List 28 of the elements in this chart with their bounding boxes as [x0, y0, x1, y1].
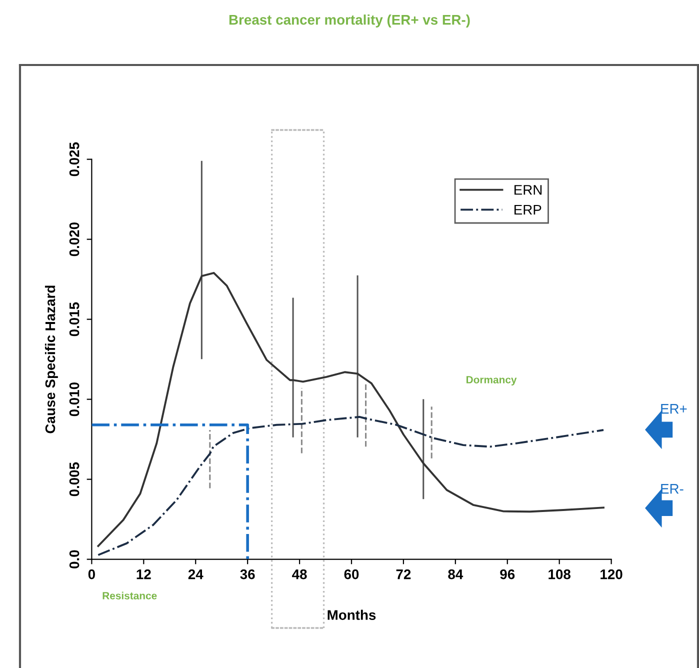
line-series — [97, 272, 604, 547]
x-tick-label: 120 — [600, 569, 622, 580]
legend-label: ERN — [514, 185, 542, 195]
y-tick-label: 0.020 — [69, 222, 80, 256]
x-tick-label: 60 — [344, 569, 359, 580]
y-tick-label: 0.010 — [69, 382, 80, 416]
x-tick-label: 72 — [396, 569, 411, 580]
y-tick-label: 0.015 — [69, 302, 80, 336]
x-tick-label: 96 — [500, 569, 515, 580]
x-tick-label: 12 — [136, 569, 151, 580]
y-axis-title: Cause Specific Hazard — [44, 286, 58, 434]
x-axis-title: Months — [328, 610, 376, 620]
legend-label: ERP — [514, 205, 542, 215]
x-tick-label: 108 — [548, 569, 570, 580]
x-tick-label: 36 — [240, 569, 255, 580]
text: ER+ — [661, 404, 687, 414]
x-tick-label: 84 — [448, 569, 464, 580]
x-tick-label: 0 — [88, 569, 95, 580]
x-tick-label: 24 — [188, 569, 204, 580]
y-tick-label: 0.0 — [69, 550, 80, 568]
text: ER- — [661, 484, 684, 494]
x-tick-label: 48 — [292, 569, 307, 580]
chart-title: Breast cancer mortality (ER+ vs ER-) — [229, 14, 470, 28]
annotation: Dormancy — [466, 376, 517, 386]
y-tick-label: 0.025 — [69, 142, 80, 176]
text: Resistance — [102, 592, 157, 600]
y-tick-label: 0.005 — [69, 462, 80, 496]
line-series — [97, 416, 604, 556]
